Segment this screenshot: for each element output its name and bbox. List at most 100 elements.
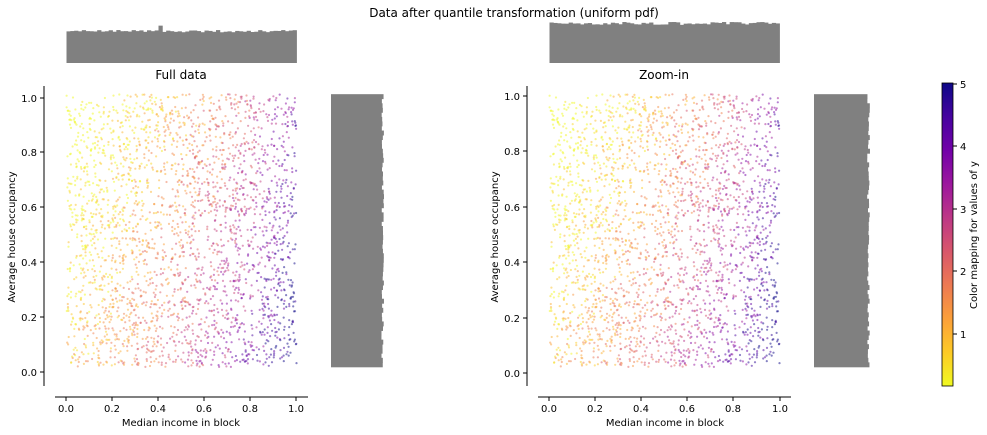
scatter-point	[206, 286, 209, 289]
scatter-point	[113, 356, 116, 359]
scatter-point	[664, 93, 667, 96]
scatter-point	[78, 194, 81, 197]
scatter-point	[139, 295, 142, 298]
scatter-point	[233, 288, 237, 291]
scatter-point	[584, 256, 587, 259]
scatter-point	[569, 202, 572, 205]
scatter-point	[74, 323, 77, 326]
scatter-point	[255, 279, 258, 282]
scatter-point	[201, 364, 205, 367]
scatter-point	[577, 247, 580, 250]
scatter-point	[614, 161, 617, 164]
scatter-point	[200, 339, 203, 342]
scatter-point	[665, 297, 668, 300]
scatter-point	[286, 231, 289, 234]
scatter-point	[259, 330, 262, 333]
scatter-point	[74, 214, 77, 217]
scatter-point	[201, 167, 205, 170]
scatter-point	[276, 204, 279, 207]
scatter-point	[156, 251, 159, 254]
scatter-point	[86, 146, 89, 149]
scatter-point	[153, 337, 156, 340]
scatter-point	[633, 336, 636, 339]
scatter-point	[739, 359, 742, 362]
scatter-point	[277, 249, 280, 252]
scatter-point	[696, 303, 699, 307]
scatter-point	[186, 114, 189, 117]
scatter-point	[573, 233, 576, 236]
scatter-point	[217, 364, 220, 367]
scatter-point	[574, 281, 577, 285]
scatter-point	[182, 183, 185, 186]
scatter-point	[716, 291, 719, 295]
scatter-point	[112, 180, 116, 183]
scatter-point	[573, 228, 576, 231]
histogram-bar	[672, 22, 677, 63]
histogram-bar	[714, 22, 719, 63]
scatter-point	[151, 281, 154, 285]
scatter-point	[227, 120, 230, 123]
histogram-bar	[745, 24, 750, 63]
scatter-point	[112, 94, 115, 97]
scatter-point	[237, 246, 240, 249]
scatter-point	[268, 190, 271, 193]
scatter-point	[633, 312, 636, 315]
scatter-point	[180, 107, 183, 110]
scatter-point	[206, 336, 209, 339]
scatter-point	[93, 325, 96, 328]
scatter-point	[552, 126, 556, 129]
scatter-point	[73, 143, 77, 146]
scatter-point	[657, 209, 660, 212]
scatter-point	[211, 341, 214, 344]
scatter-point	[111, 256, 114, 259]
scatter-point	[180, 304, 183, 307]
histogram-bar	[331, 321, 384, 327]
scatter-point	[197, 229, 201, 233]
scatter-point	[81, 212, 84, 215]
scatter-point	[92, 182, 95, 185]
histogram-bar	[814, 271, 869, 277]
scatter-point	[135, 363, 139, 366]
scatter-point	[225, 294, 228, 297]
scatter-point	[90, 244, 94, 247]
scatter-point	[742, 180, 745, 183]
scatter-point	[752, 353, 756, 356]
scatter-point	[650, 356, 653, 359]
scatter-point	[561, 356, 564, 359]
scatter-point	[647, 362, 651, 365]
scatter-point	[760, 328, 764, 331]
scatter-point	[289, 297, 292, 300]
scatter-point	[228, 93, 231, 96]
scatter-point	[769, 342, 772, 345]
scatter-point	[294, 343, 297, 346]
scatter-point	[584, 278, 587, 281]
scatter-point	[77, 160, 80, 163]
scatter-point	[744, 331, 747, 334]
histogram-bar	[814, 262, 869, 268]
scatter-point	[282, 302, 285, 305]
histogram-bar	[331, 148, 383, 154]
scatter-point	[710, 317, 713, 320]
scatter-point	[83, 337, 86, 341]
scatter-point	[97, 105, 100, 108]
scatter-point	[600, 352, 603, 355]
y-axis-label-full: Average house occupancy	[7, 171, 18, 302]
scatter-point	[216, 175, 219, 178]
scatter-point	[741, 107, 744, 111]
scatter-point	[720, 149, 723, 152]
scatter-point	[703, 308, 707, 311]
scatter-point	[134, 360, 137, 363]
histogram-bar	[331, 353, 382, 359]
scatter-point	[244, 173, 247, 176]
scatter-point	[254, 133, 257, 136]
scatter-point	[275, 162, 278, 166]
scatter-point	[594, 298, 597, 301]
scatter-point	[703, 94, 706, 97]
scatter-point	[103, 227, 106, 230]
scatter-point	[554, 145, 557, 148]
scatter-point	[662, 288, 665, 291]
scatter-point	[135, 270, 138, 273]
scatter-point	[121, 260, 124, 263]
scatter-point	[82, 127, 85, 130]
scatter-point	[134, 192, 137, 195]
